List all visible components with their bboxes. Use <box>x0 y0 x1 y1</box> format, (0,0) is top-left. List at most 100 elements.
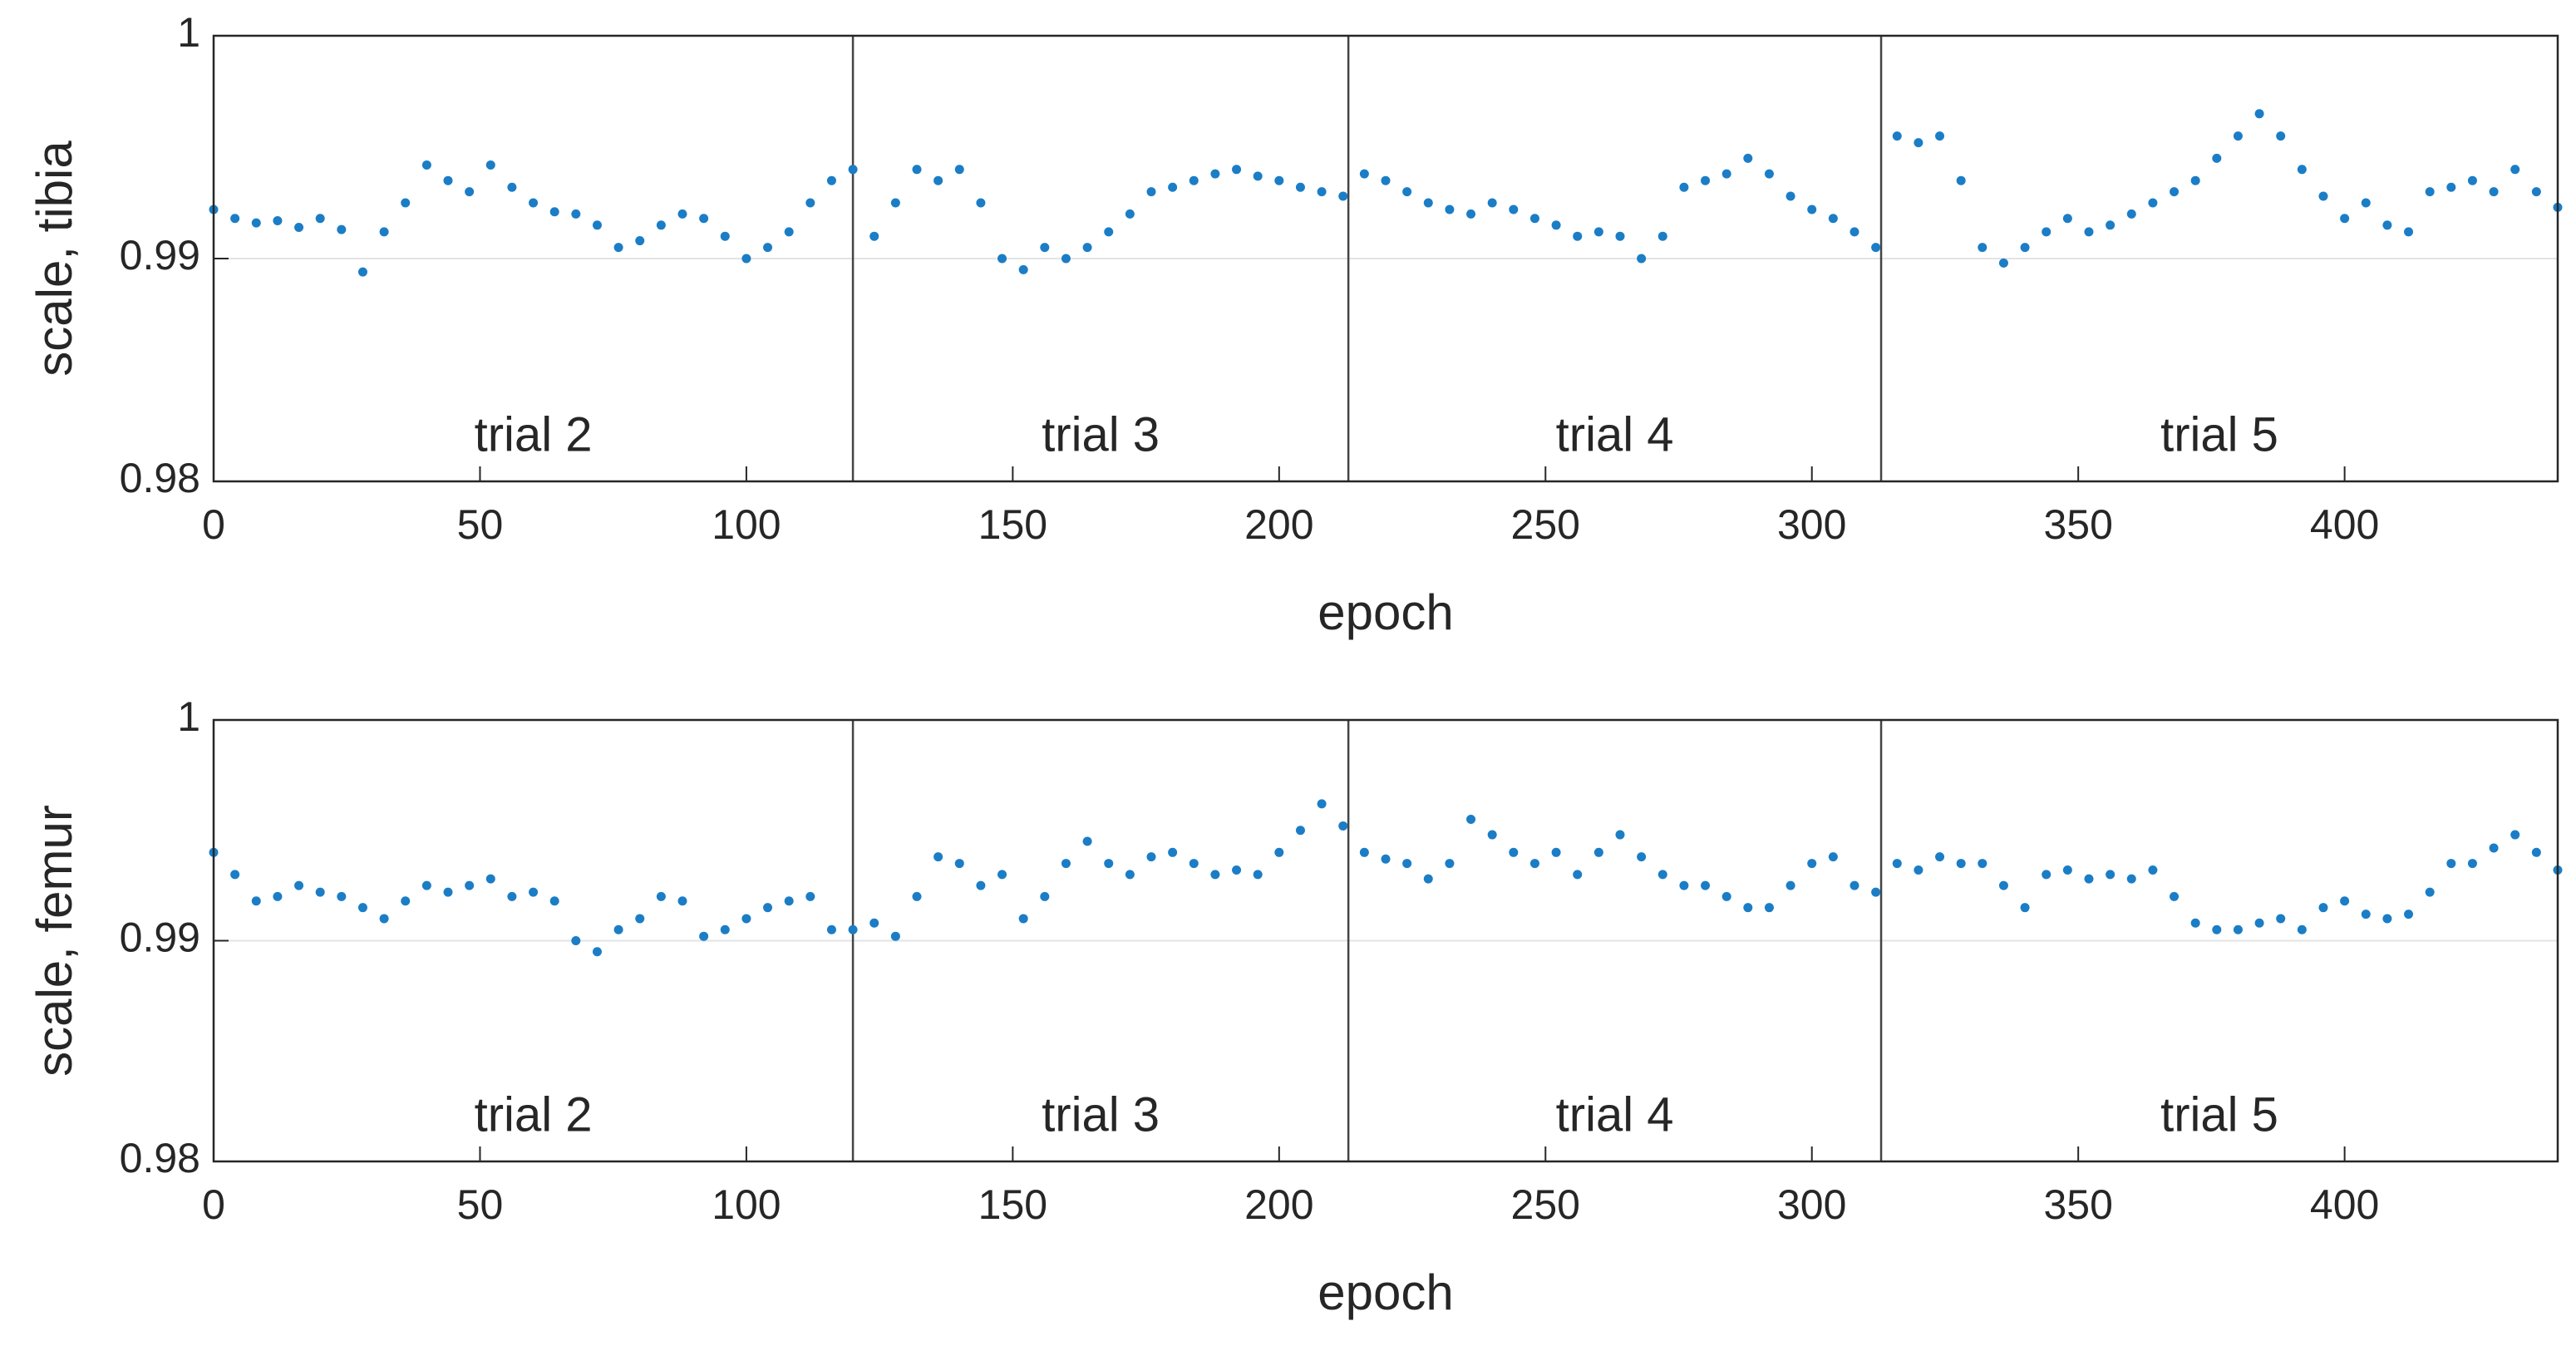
trial-label: trial 3 <box>1042 1087 1160 1141</box>
data-point <box>1593 227 1603 237</box>
data-point <box>1892 859 1902 869</box>
data-point <box>2404 227 2414 237</box>
data-point <box>1615 830 1625 840</box>
data-point <box>251 896 261 906</box>
data-point <box>784 227 794 237</box>
data-point <box>1445 205 1455 214</box>
data-point <box>1338 191 1348 201</box>
x-tick-label: 300 <box>1777 1181 1846 1228</box>
trial-label: trial 5 <box>2160 1087 2278 1141</box>
data-point <box>933 852 943 862</box>
data-point <box>2446 182 2456 192</box>
data-point <box>1956 175 1966 185</box>
data-point <box>401 896 411 906</box>
data-point <box>2489 843 2499 853</box>
data-point <box>357 903 367 913</box>
data-point <box>1253 870 1263 880</box>
trial-label: trial 2 <box>475 407 593 461</box>
data-point <box>2297 924 2307 934</box>
data-point <box>2361 910 2371 920</box>
data-point <box>2276 914 2286 924</box>
data-point <box>1637 254 1647 264</box>
data-point <box>1423 198 1433 208</box>
data-point <box>1317 187 1327 197</box>
data-point <box>1040 891 1050 901</box>
data-point <box>2467 859 2477 869</box>
data-point <box>763 243 773 253</box>
data-point <box>1679 880 1689 890</box>
data-point <box>1295 826 1305 836</box>
data-point <box>2148 198 2158 208</box>
data-point <box>720 231 730 241</box>
data-point <box>1232 165 1242 175</box>
x-tick-label: 100 <box>712 501 781 548</box>
data-point <box>357 267 367 277</box>
data-point <box>1466 209 1476 219</box>
data-point <box>869 918 879 928</box>
data-point <box>379 227 389 237</box>
data-point <box>1061 254 1071 264</box>
data-point <box>890 198 900 208</box>
data-point <box>2212 924 2222 934</box>
data-point <box>1914 865 1923 875</box>
x-tick-label: 100 <box>712 1181 781 1228</box>
data-point <box>315 887 325 897</box>
data-point <box>2318 903 2328 913</box>
data-point <box>890 931 900 941</box>
data-point <box>2404 910 2414 920</box>
data-point <box>1359 169 1369 179</box>
data-point <box>2233 131 2243 141</box>
data-point <box>1743 153 1753 163</box>
data-point <box>2212 153 2222 163</box>
data-point <box>1701 175 1711 185</box>
data-point <box>1998 880 2008 890</box>
data-point <box>273 215 283 225</box>
data-point <box>2084 874 2094 884</box>
trial-label: trial 3 <box>1042 407 1160 461</box>
data-point <box>1018 264 1028 274</box>
data-point <box>1935 852 1945 862</box>
data-point <box>1466 814 1476 824</box>
data-point <box>592 947 602 957</box>
data-point <box>1402 859 1412 869</box>
x-tick-label: 350 <box>2043 501 2112 548</box>
data-point <box>2340 896 2350 906</box>
data-point <box>1892 131 1902 141</box>
data-point <box>1274 175 1284 185</box>
subplot: 0.98 0.99 1 0 50 100 150 200 250 300 350 400 trial 2… <box>27 693 2563 1320</box>
data-point <box>1359 847 1369 857</box>
x-tick-label: 250 <box>1511 501 1580 548</box>
data-point <box>2084 227 2094 237</box>
x-tick-label: 250 <box>1511 1181 1580 1228</box>
data-point <box>1040 243 1050 253</box>
data-point <box>337 224 347 234</box>
data-point <box>251 218 261 228</box>
x-tick-label: 400 <box>2310 501 2379 548</box>
data-point <box>1125 209 1135 219</box>
x-axis-label: epoch <box>1318 584 1453 640</box>
data-point <box>1168 847 1178 857</box>
data-point <box>1871 243 1881 253</box>
data-point <box>1082 836 1092 846</box>
data-point <box>337 891 347 901</box>
data-point <box>2020 903 2030 913</box>
data-point <box>2126 209 2136 219</box>
data-point <box>613 924 623 934</box>
data-point <box>1849 880 1859 890</box>
y-tick-label: 0.98 <box>120 455 200 501</box>
y-tick-label: 1 <box>177 9 200 56</box>
data-point <box>2510 830 2520 840</box>
data-point <box>549 896 559 906</box>
data-point <box>549 207 559 217</box>
data-point <box>656 891 666 901</box>
data-point <box>912 891 922 901</box>
trial-label: trial 4 <box>1556 1087 1674 1141</box>
data-point <box>1956 859 1966 869</box>
data-point <box>2106 220 2115 230</box>
data-point <box>1573 870 1583 880</box>
data-point <box>2126 874 2136 884</box>
data-point <box>529 887 539 897</box>
x-tick-label: 200 <box>1244 501 1313 548</box>
data-point <box>2446 859 2456 869</box>
